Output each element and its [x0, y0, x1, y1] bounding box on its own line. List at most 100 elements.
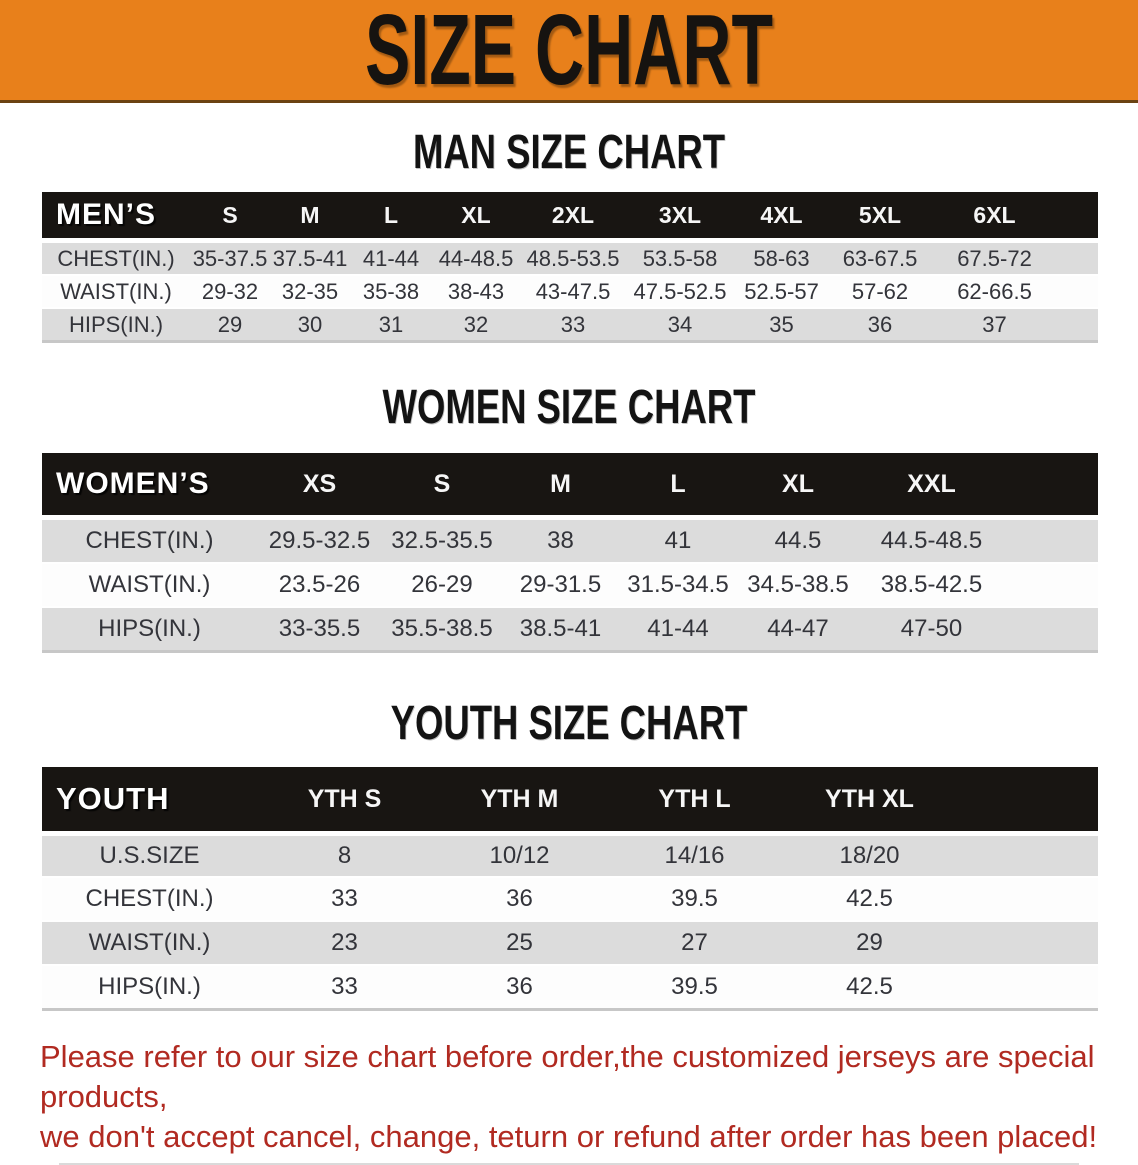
table-row: CHEST(IN.) 33 36 39.5 42.5	[42, 877, 1098, 922]
cell: 41-44	[350, 240, 432, 276]
spacer-cell	[1004, 453, 1098, 520]
column-header: S	[382, 453, 502, 520]
column-header: 2XL	[520, 192, 626, 243]
row-label: CHEST(IN.)	[42, 877, 257, 922]
table-row: U.S.SIZE 8 10/12 14/16 18/20	[42, 833, 1098, 878]
table-row: WAIST(IN.) 23 25 27 29	[42, 921, 1098, 966]
womens-corner-label: WOMEN’S	[42, 453, 257, 520]
row-label: HIPS(IN.)	[42, 607, 257, 653]
cell: 18/20	[782, 833, 957, 878]
cell: 39.5	[607, 877, 782, 922]
column-header: 5XL	[829, 192, 931, 243]
mens-header-row: MEN’S S M L XL 2XL 3XL 4XL 5XL 6XL	[42, 192, 1098, 243]
cell: 29.5-32.5	[257, 517, 382, 564]
women-section-heading: WOMEN SIZE CHART	[382, 381, 756, 434]
column-header: XXL	[859, 453, 1004, 520]
row-label: CHEST(IN.)	[42, 517, 257, 564]
cell: 38.5-41	[502, 607, 619, 653]
cell: 31	[350, 308, 432, 343]
cell: 35	[734, 308, 829, 343]
table-row: HIPS(IN.) 29 30 31 32 33 34 35 36 37	[42, 308, 1098, 343]
column-header: XL	[432, 192, 520, 243]
cell: 43-47.5	[520, 275, 626, 309]
cell: 29	[782, 921, 957, 966]
cell: 35-38	[350, 275, 432, 309]
cell: 32-35	[270, 275, 350, 309]
cell: 41-44	[619, 607, 737, 653]
spacer-cell	[1058, 240, 1098, 276]
cell: 10/12	[432, 833, 607, 878]
banner-title: SIZE CHART	[365, 0, 773, 106]
column-header: S	[190, 192, 270, 243]
cell: 23.5-26	[257, 563, 382, 608]
spacer-cell	[957, 921, 1098, 966]
womens-size-table: WOMEN’S XS S M L XL XXL CHEST(IN.) 29.5-…	[42, 453, 1098, 653]
spacer-cell	[957, 877, 1098, 922]
row-label: HIPS(IN.)	[42, 965, 257, 1011]
spacer-cell	[1058, 308, 1098, 343]
cell: 52.5-57	[734, 275, 829, 309]
disclaimer-line-1: Please refer to our size chart before or…	[40, 1039, 1095, 1114]
cell: 26-29	[382, 563, 502, 608]
man-section-heading: MAN SIZE CHART	[412, 126, 726, 179]
cell: 41	[619, 517, 737, 564]
row-label: HIPS(IN.)	[42, 308, 190, 343]
cell: 53.5-58	[626, 240, 734, 276]
column-header: 3XL	[626, 192, 734, 243]
column-header: 6XL	[931, 192, 1058, 243]
cell: 33-35.5	[257, 607, 382, 653]
cell: 36	[432, 877, 607, 922]
cell: 34.5-38.5	[737, 563, 859, 608]
cell: 32.5-35.5	[382, 517, 502, 564]
column-header: XL	[737, 453, 859, 520]
cell: 25	[432, 921, 607, 966]
row-label: WAIST(IN.)	[42, 275, 190, 309]
spacer-cell	[1004, 563, 1098, 608]
disclaimer-line-2: we don't accept cancel, change, teturn o…	[40, 1119, 1098, 1154]
cell: 44.5	[737, 517, 859, 564]
cell: 38.5-42.5	[859, 563, 1004, 608]
column-header: YTH M	[432, 767, 607, 836]
cell: 47-50	[859, 607, 1004, 653]
mens-corner-label: MEN’S	[42, 192, 190, 243]
cell: 44.5-48.5	[859, 517, 1004, 564]
table-row: WAIST(IN.) 29-32 32-35 35-38 38-43 43-47…	[42, 275, 1098, 309]
cell: 39.5	[607, 965, 782, 1011]
row-label: WAIST(IN.)	[42, 563, 257, 608]
spacer-cell	[1058, 192, 1098, 243]
cell: 29	[190, 308, 270, 343]
youth-size-table: YOUTH YTH S YTH M YTH L YTH XL U.S.SIZE …	[42, 767, 1098, 1011]
cell: 37	[931, 308, 1058, 343]
mens-size-table: MEN’S S M L XL 2XL 3XL 4XL 5XL 6XL CHEST…	[42, 192, 1098, 343]
youth-section-heading: YOUTH SIZE CHART	[390, 697, 748, 750]
column-header: 4XL	[734, 192, 829, 243]
table-row: WAIST(IN.) 23.5-26 26-29 29-31.5 31.5-34…	[42, 563, 1098, 608]
table-row: HIPS(IN.) 33 36 39.5 42.5	[42, 965, 1098, 1011]
cell: 47.5-52.5	[626, 275, 734, 309]
cell: 44-48.5	[432, 240, 520, 276]
cell: 42.5	[782, 965, 957, 1011]
cell: 67.5-72	[931, 240, 1058, 276]
spacer-cell	[957, 833, 1098, 878]
cell: 34	[626, 308, 734, 343]
column-header: XS	[257, 453, 382, 520]
cell: 31.5-34.5	[619, 563, 737, 608]
size-chart-banner: SIZE CHART	[0, 0, 1138, 103]
cell: 29-32	[190, 275, 270, 309]
cell: 35-37.5	[190, 240, 270, 276]
cell: 57-62	[829, 275, 931, 309]
cell: 30	[270, 308, 350, 343]
spacer-cell	[957, 767, 1098, 836]
spacer-cell	[1058, 275, 1098, 309]
cell: 33	[257, 965, 432, 1011]
cell: 44-47	[737, 607, 859, 653]
cell: 8	[257, 833, 432, 878]
column-header: L	[350, 192, 432, 243]
table-row: CHEST(IN.) 35-37.5 37.5-41 41-44 44-48.5…	[42, 240, 1098, 276]
cell: 29-31.5	[502, 563, 619, 608]
column-header: M	[270, 192, 350, 243]
womens-header-row: WOMEN’S XS S M L XL XXL	[42, 453, 1098, 520]
cell: 58-63	[734, 240, 829, 276]
cell: 33	[520, 308, 626, 343]
cell: 36	[432, 965, 607, 1011]
